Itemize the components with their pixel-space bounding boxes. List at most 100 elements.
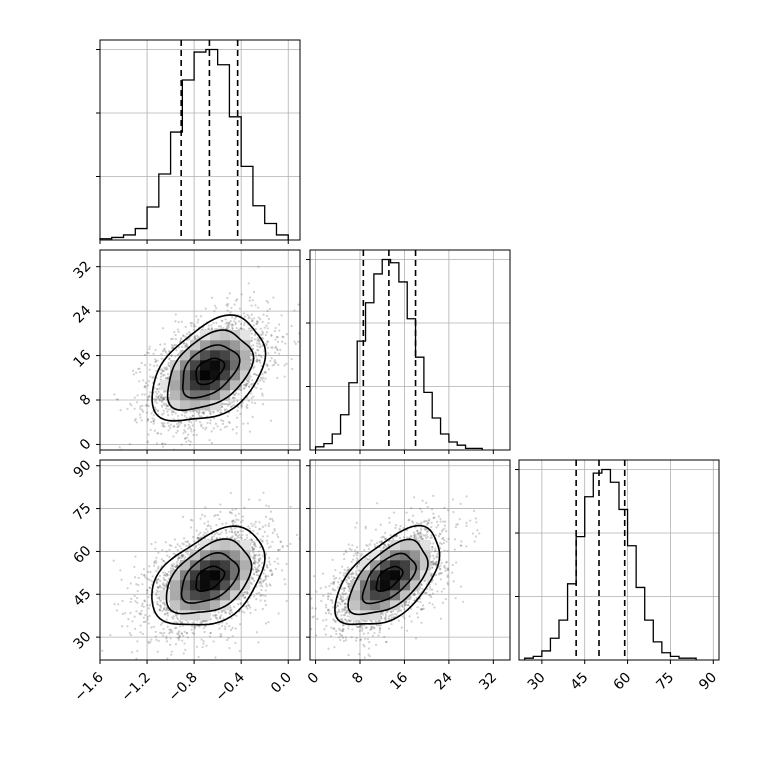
- sample-point: [234, 508, 237, 511]
- sample-point: [146, 618, 149, 621]
- sample-point: [159, 372, 163, 375]
- density-cell: [210, 350, 221, 361]
- sample-point: [182, 652, 185, 655]
- sample-point: [229, 405, 233, 409]
- sample-point: [118, 446, 121, 449]
- sample-point: [140, 573, 143, 576]
- sample-point: [147, 433, 150, 436]
- sample-point: [199, 531, 202, 534]
- sample-point: [182, 554, 185, 557]
- sample-point: [164, 541, 167, 544]
- sample-point: [129, 402, 132, 405]
- sample-point: [167, 413, 170, 417]
- sample-point: [170, 346, 174, 349]
- sample-point: [167, 361, 170, 365]
- sample-point: [231, 316, 234, 319]
- sample-point: [184, 648, 187, 651]
- sample-point: [159, 604, 162, 607]
- sample-point: [182, 341, 186, 345]
- sample-point: [197, 411, 200, 415]
- density-cell: [220, 340, 231, 351]
- sample-point: [174, 313, 177, 316]
- sample-point: [181, 556, 184, 559]
- sample-point: [176, 425, 179, 429]
- sample-point: [281, 569, 284, 572]
- sample-point: [115, 398, 118, 401]
- sample-point: [227, 326, 230, 329]
- sample-point: [172, 425, 175, 428]
- sample-point: [256, 568, 259, 571]
- sample-point: [137, 367, 140, 371]
- sample-point: [269, 568, 273, 572]
- sample-point: [253, 334, 256, 337]
- sample-point: [253, 554, 256, 558]
- sample-point: [141, 408, 144, 411]
- sample-point: [161, 399, 164, 402]
- sample-point: [257, 265, 260, 268]
- sample-point: [171, 564, 174, 568]
- sample-point: [243, 386, 246, 390]
- sample-point: [185, 632, 188, 635]
- sample-point: [148, 614, 151, 617]
- sample-point: [244, 385, 247, 388]
- sample-point: [160, 395, 163, 398]
- sample-point: [195, 645, 199, 648]
- sample-point: [170, 629, 173, 632]
- sample-point: [255, 386, 258, 390]
- sample-point: [285, 599, 288, 603]
- sample-point: [165, 404, 169, 407]
- sample-point: [230, 324, 233, 327]
- sample-point: [176, 425, 180, 428]
- sample-point: [253, 402, 257, 405]
- sample-point: [264, 622, 268, 625]
- sample-point: [179, 340, 182, 343]
- sample-point: [227, 324, 230, 327]
- sample-point: [152, 420, 155, 423]
- sample-point: [117, 603, 120, 606]
- sample-point: [178, 544, 181, 548]
- sample-point: [166, 377, 169, 380]
- sample-point: [275, 347, 279, 351]
- sample-point: [115, 609, 118, 612]
- sample-point: [231, 396, 234, 399]
- sample-point: [259, 361, 262, 364]
- sample-point: [166, 372, 170, 376]
- sample-point: [220, 531, 223, 534]
- sample-point: [160, 352, 163, 356]
- sample-point: [166, 614, 170, 617]
- sample-point: [169, 426, 172, 430]
- sample-point: [139, 631, 142, 634]
- sample-point: [166, 580, 169, 583]
- sample-point: [234, 521, 237, 524]
- sample-point: [148, 345, 151, 348]
- sample-point: [255, 573, 258, 577]
- sample-point: [154, 358, 157, 361]
- sample-point: [158, 604, 162, 608]
- sample-point: [251, 548, 254, 551]
- sample-point: [229, 628, 233, 631]
- sample-point: [209, 525, 212, 528]
- sample-point: [191, 414, 195, 417]
- sample-point: [146, 398, 150, 401]
- sample-point: [235, 518, 238, 521]
- sample-point: [254, 568, 257, 571]
- sample-point: [223, 408, 226, 411]
- sample-point: [258, 558, 261, 561]
- sample-point: [156, 410, 159, 413]
- sample-point: [155, 569, 158, 573]
- density-cell: [180, 360, 191, 371]
- sample-point: [147, 351, 150, 355]
- sample-point: [240, 388, 243, 392]
- sample-point: [218, 615, 222, 618]
- sample-point: [174, 613, 178, 616]
- panel-content: [113, 265, 300, 450]
- sample-point: [227, 420, 231, 424]
- sample-point: [161, 634, 165, 637]
- sample-point: [250, 383, 253, 386]
- sample-point: [166, 405, 169, 408]
- sample-point: [198, 415, 201, 418]
- sample-point: [262, 572, 265, 575]
- sample-point: [178, 625, 182, 628]
- sample-point: [155, 398, 158, 401]
- sample-point: [192, 325, 196, 328]
